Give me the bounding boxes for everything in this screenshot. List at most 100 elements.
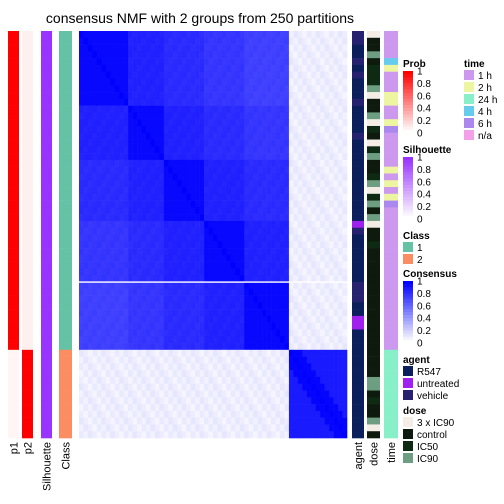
legend-title-silhouette: Silhouette xyxy=(403,145,452,156)
consensus-cell xyxy=(186,180,191,188)
consensus-cell xyxy=(288,159,294,167)
consensus-cell xyxy=(177,234,183,242)
consensus-cell xyxy=(128,64,133,72)
consensus-cell xyxy=(338,193,343,201)
consensus-cell xyxy=(266,343,272,351)
consensus-cell xyxy=(105,98,111,106)
consensus-cell xyxy=(239,132,245,140)
consensus-cell xyxy=(128,112,133,120)
consensus-cell xyxy=(248,315,254,323)
consensus-cell xyxy=(253,302,258,310)
consensus-cell xyxy=(293,71,299,79)
consensus-cell xyxy=(177,132,183,140)
consensus-cell xyxy=(257,193,263,201)
consensus-cell xyxy=(87,98,93,106)
consensus-cell xyxy=(123,254,129,262)
consensus-cell xyxy=(342,132,348,140)
consensus-cell xyxy=(128,329,133,337)
consensus-cell xyxy=(150,207,156,215)
track-cell-agent xyxy=(352,431,364,439)
consensus-cell xyxy=(342,329,348,337)
track-cell-time xyxy=(384,125,398,134)
consensus-cell xyxy=(284,125,290,134)
track-cell-class xyxy=(59,383,72,391)
consensus-cell xyxy=(101,31,107,39)
consensus-cell xyxy=(154,322,160,330)
consensus-cell xyxy=(333,139,339,147)
consensus-cell xyxy=(333,78,339,86)
consensus-cell xyxy=(230,370,236,378)
consensus-cell xyxy=(333,173,339,181)
consensus-cell xyxy=(226,146,232,154)
consensus-cell xyxy=(172,166,178,174)
consensus-cell xyxy=(195,390,200,398)
consensus-cell xyxy=(101,207,107,215)
consensus-cell xyxy=(320,410,325,418)
consensus-cell xyxy=(110,376,116,385)
consensus-cell xyxy=(195,153,200,161)
consensus-cell xyxy=(204,78,209,86)
consensus-cell xyxy=(284,336,290,344)
consensus-cell xyxy=(342,98,348,106)
consensus-cell xyxy=(213,105,218,113)
consensus-cell xyxy=(92,234,98,242)
consensus-cell xyxy=(262,105,267,113)
consensus-cell xyxy=(226,153,232,161)
track-cell-p2 xyxy=(22,363,33,371)
consensus-cell xyxy=(311,71,317,79)
consensus-cell xyxy=(186,200,191,208)
consensus-cell xyxy=(195,336,200,344)
consensus-cell xyxy=(320,220,325,229)
consensus-cell xyxy=(217,31,223,39)
consensus-cell xyxy=(235,295,241,303)
consensus-cell xyxy=(338,281,343,290)
consensus-cell xyxy=(226,92,232,100)
consensus-cell xyxy=(190,343,196,351)
consensus-cell xyxy=(105,268,111,276)
track-cell-time xyxy=(384,58,398,66)
track-cell-p1 xyxy=(8,295,19,303)
consensus-cell xyxy=(195,71,200,79)
consensus-cell xyxy=(226,220,232,229)
consensus-cell xyxy=(172,288,178,296)
consensus-cell xyxy=(329,275,334,283)
consensus-cell xyxy=(293,424,299,432)
consensus-cell xyxy=(92,200,98,208)
consensus-cell xyxy=(221,159,227,167)
consensus-cell xyxy=(105,220,111,229)
consensus-cell xyxy=(114,92,120,100)
consensus-cell xyxy=(213,193,218,201)
consensus-cell xyxy=(83,315,89,323)
consensus-cell xyxy=(275,180,281,188)
consensus-cell xyxy=(284,180,290,188)
consensus-cell xyxy=(150,125,156,134)
consensus-cell xyxy=(195,180,200,188)
consensus-cell xyxy=(257,64,263,72)
consensus-cell xyxy=(87,139,93,147)
consensus-cell xyxy=(288,288,294,296)
consensus-cell xyxy=(195,356,200,364)
consensus-cell xyxy=(92,125,98,134)
consensus-cell xyxy=(128,281,133,290)
consensus-cell xyxy=(190,404,196,412)
consensus-cell xyxy=(119,180,124,188)
consensus-cell xyxy=(87,159,93,167)
consensus-cell xyxy=(324,159,330,167)
consensus-cell xyxy=(288,404,294,412)
consensus-cell xyxy=(150,37,156,45)
consensus-cell xyxy=(163,315,169,323)
consensus-cell xyxy=(79,227,84,235)
consensus-cell xyxy=(128,105,133,113)
consensus-cell xyxy=(297,309,303,317)
consensus-cell xyxy=(311,193,317,201)
consensus-cell xyxy=(320,376,325,385)
consensus-cell xyxy=(168,78,174,86)
consensus-cell xyxy=(79,173,84,181)
consensus-cell xyxy=(315,85,321,93)
consensus-cell xyxy=(315,349,321,357)
track-cell-class xyxy=(59,356,72,364)
consensus-cell xyxy=(342,281,348,290)
consensus-cell xyxy=(329,173,334,181)
consensus-cell xyxy=(329,31,334,39)
consensus-cell xyxy=(284,268,290,276)
